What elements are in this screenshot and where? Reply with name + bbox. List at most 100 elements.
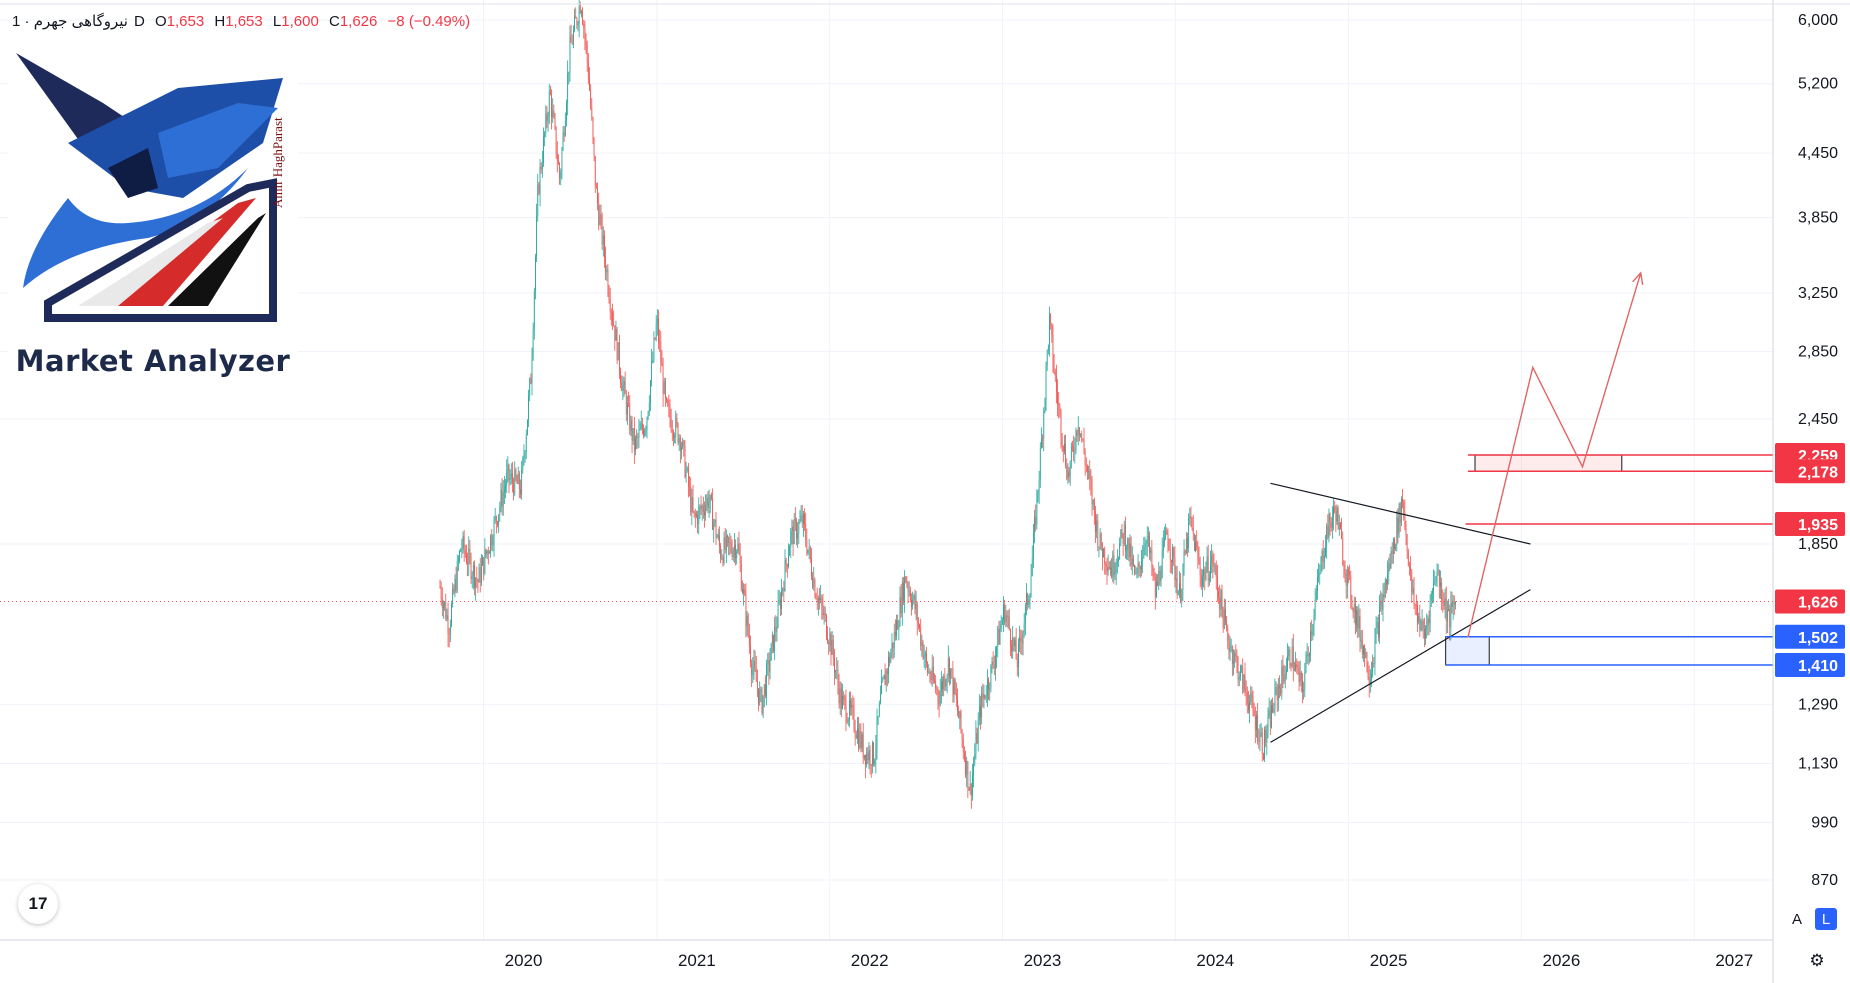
candle-body [1374,637,1376,664]
candle-body [1065,443,1066,466]
candle-body [613,321,615,326]
candle-body [582,11,583,25]
candle-body [1041,438,1042,448]
candle-body [1415,605,1417,606]
candle-body [1336,507,1338,522]
candle-body [974,754,976,765]
candle-body [1241,666,1242,668]
candle-body [1223,609,1225,629]
candle-body [1047,345,1049,351]
candle-body [1442,600,1444,604]
candle-body [1398,503,1400,534]
candle-body [1220,590,1222,610]
candle-body [523,456,525,459]
candle-body [780,599,781,609]
candle-body [1250,692,1252,702]
candle-body [1044,398,1046,411]
candle-body [1004,604,1006,623]
candle-body [1413,588,1415,605]
open-key: O [154,13,167,30]
candle-body [659,341,661,343]
candle-body [1323,555,1325,563]
candle-body [1128,537,1130,558]
candle-body [628,403,629,405]
candle-body [1242,666,1244,691]
candle-body [443,604,444,609]
symbol-name[interactable]: نیروگاهی جهرم [33,13,128,30]
candle-body [1340,522,1341,530]
candle-body [1276,687,1278,700]
candle-body [1058,404,1060,406]
candle-body [1149,535,1150,553]
candle-body [1327,526,1329,538]
candle-body [1397,517,1399,534]
candle-body [1384,579,1386,597]
candle-body [684,445,686,477]
time-tick-label: 2026 [1543,951,1581,970]
candle-body [623,380,625,386]
price-marker-tag [1775,589,1845,614]
candle-body [753,660,755,668]
candle-body [1167,534,1169,546]
candle-body [1095,512,1096,533]
candle-body [1273,709,1275,712]
candle-body [1394,539,1395,549]
candle-body [671,430,673,432]
candle-body [906,582,908,585]
price-marker-tag [1775,652,1845,677]
candle-body [1204,569,1206,580]
candle-body [507,464,509,472]
price-zone [1445,636,1490,666]
candle-body [1388,563,1390,574]
candle-body [1313,616,1315,625]
candle-body [483,557,485,574]
candle-body [1226,621,1227,628]
candle-body [824,612,826,616]
candle-body [805,523,807,541]
candle-body [447,615,449,634]
candle-body [1320,559,1322,573]
candle-body [719,535,720,547]
candle-body [439,586,441,588]
candle-body [991,661,993,665]
candle-body [992,661,994,666]
candle-body [861,734,863,749]
candle-body [605,257,606,273]
candle-body [643,429,644,436]
candle-body [751,662,753,676]
candle-body [656,318,658,324]
candle-body [661,362,663,367]
candle-body [1390,551,1392,569]
candle-body [1453,602,1455,605]
candle-body [1064,443,1065,452]
candle-body [567,73,569,104]
candle-body [1074,450,1076,452]
candle-body [845,699,847,722]
candle-body [813,579,815,588]
candle-body [1202,576,1203,586]
candle-body [752,667,754,676]
candle-body [1227,627,1229,642]
candle-body [1452,602,1454,607]
candle-body [1088,471,1089,472]
auto-scale-button[interactable]: A [1791,910,1802,928]
candle-body [1314,600,1316,617]
candle-body [1030,576,1032,597]
candle-body [1342,538,1344,565]
candle-body [553,110,555,118]
gear-icon[interactable]: ⚙ [1809,951,1825,970]
log-scale-button[interactable]: L [1815,908,1837,930]
interval-label[interactable]: · 1D [12,13,145,30]
candle-body [479,567,481,583]
candle-body [599,214,601,225]
candle-body [732,549,734,558]
candle-body [1275,687,1277,689]
candle-body [460,549,462,552]
candle-body [1214,565,1216,567]
symbol-legend[interactable]: نیروگاهی جهرم · 1D O1,653 H1,653 L1,600 … [12,12,470,30]
candle-body [1334,506,1336,512]
tradingview-logo-icon[interactable]: 17 [18,884,58,924]
candle-body [704,511,705,516]
candle-body [781,590,782,609]
